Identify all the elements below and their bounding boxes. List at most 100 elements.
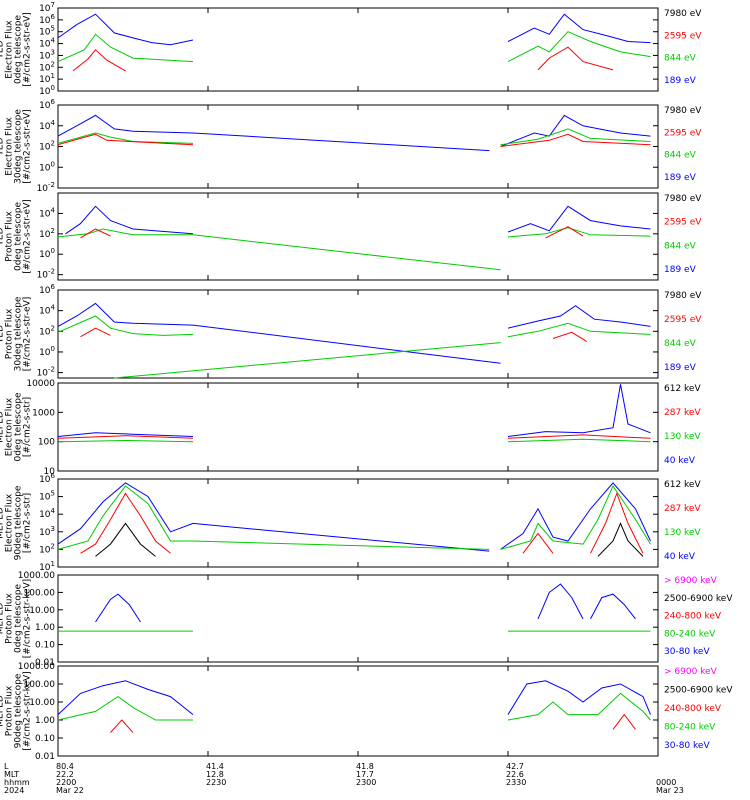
x-tick-label: 80.4 bbox=[56, 762, 74, 771]
y-axis-label-line: Electron Flux bbox=[5, 117, 15, 176]
legend-entry: 7980 eV bbox=[664, 194, 702, 204]
y-tick-label: 102 bbox=[39, 60, 55, 73]
series-line bbox=[57, 435, 194, 439]
y-tick-label: 100.00 bbox=[24, 680, 56, 690]
y-tick-label: 101 bbox=[39, 560, 55, 573]
plot-frame bbox=[57, 574, 659, 663]
series-line bbox=[57, 33, 194, 63]
x-row-label: 2024 bbox=[4, 786, 24, 795]
series-line bbox=[110, 719, 134, 733]
x-row-label: MLT bbox=[4, 770, 19, 779]
y-tick-label: 0.10 bbox=[35, 734, 55, 744]
y-axis-label-line: TED bbox=[0, 325, 6, 344]
y-tick-label: 100.00 bbox=[24, 588, 56, 598]
legend-entry: 240-800 keV bbox=[664, 704, 722, 714]
legend-entry: 240-800 keV bbox=[664, 612, 722, 622]
y-axis-label-line: [#/cm2-s-str-keV] bbox=[23, 579, 33, 658]
series-line bbox=[507, 692, 651, 721]
legend-entry: 189 eV bbox=[664, 265, 697, 275]
y-axis-label-line: Electron Flux bbox=[5, 20, 15, 79]
y-tick-label: 103 bbox=[39, 48, 55, 61]
legend-entry: 80-240 keV bbox=[664, 723, 716, 733]
y-tick-label: 106 bbox=[39, 98, 55, 111]
y-axis-label-line: Proton Flux bbox=[5, 685, 15, 736]
x-tick-label: 42.7 bbox=[506, 762, 524, 771]
plot-frame bbox=[57, 7, 659, 92]
legend-entry: 2595 eV bbox=[664, 128, 702, 138]
series-line bbox=[507, 434, 651, 439]
series-line bbox=[500, 133, 651, 147]
y-tick-label: 107 bbox=[39, 1, 55, 14]
series-line bbox=[57, 132, 194, 144]
x-tick-label: 22.6 bbox=[506, 770, 524, 779]
y-axis-label-line: [#/cm2-s-str] bbox=[23, 493, 33, 553]
y-axis-label: TED Proton Flux 0deg telescope [#/cm2-s-str… bbox=[0, 199, 33, 274]
series-line bbox=[522, 532, 554, 554]
x-tick-label: 12.8 bbox=[206, 770, 224, 779]
series-line bbox=[114, 342, 501, 379]
y-axis-label-line: 30deg telescope bbox=[14, 296, 24, 371]
y-tick-label: 103 bbox=[39, 525, 55, 538]
legend-entry: 287 keV bbox=[664, 504, 701, 514]
series-line bbox=[500, 484, 651, 550]
y-tick-label: 1000.00 bbox=[18, 571, 55, 581]
plot-frame bbox=[57, 478, 659, 568]
y-tick-label: 100 bbox=[39, 84, 55, 97]
y-tick-label: 104 bbox=[39, 119, 55, 132]
x-tick-label: 2200 bbox=[56, 778, 76, 787]
legend-entry: 30-80 keV bbox=[664, 741, 710, 751]
legend-entry: 2500-6900 keV bbox=[664, 594, 733, 604]
x-tick-label: 41.4 bbox=[206, 762, 224, 771]
series-line bbox=[552, 331, 588, 343]
y-axis-label-line: Proton Flux bbox=[5, 593, 15, 644]
series-line bbox=[72, 49, 126, 72]
y-axis-label: MEPED Proton Flux 0deg telescope [#/cm2-s-s… bbox=[0, 579, 33, 658]
y-tick-label: 106 bbox=[39, 283, 55, 296]
legend-entry: 844 eV bbox=[664, 151, 697, 161]
y-axis-label-line: 0deg telescope bbox=[14, 392, 24, 462]
series-line bbox=[590, 593, 636, 620]
legend-entry: 612 keV bbox=[664, 384, 701, 394]
series-line bbox=[57, 485, 490, 550]
series-line bbox=[590, 492, 644, 554]
y-axis-label-line: 0deg telescope bbox=[14, 15, 24, 85]
x-tick-label: Mar 22 bbox=[56, 786, 84, 795]
y-axis-label: TED Proton Flux 30deg telescope [#/cm2-s-st… bbox=[0, 296, 33, 371]
series-line bbox=[57, 680, 194, 715]
y-axis-label-line: Proton Flux bbox=[5, 211, 15, 262]
series-line bbox=[57, 432, 194, 437]
y-tick-label: 0.01 bbox=[35, 658, 55, 668]
panel-2: 106 104 102 100 10-2 TED Electron Flux 30deg te… bbox=[0, 98, 702, 194]
y-tick-label: 0.01 bbox=[35, 752, 55, 762]
series-line bbox=[57, 302, 501, 364]
y-axis-label-line: Electron Flux bbox=[5, 397, 15, 456]
y-axis-label-line: 90deg telescope bbox=[14, 673, 24, 748]
y-tick-label: 1000 bbox=[32, 408, 55, 418]
y-tick-label: 104 bbox=[39, 304, 55, 317]
y-tick-label: 105 bbox=[39, 490, 55, 503]
panel-6: 106 105 104 103 102 101 MEPED Electron Flux 90de… bbox=[0, 472, 701, 573]
y-axis-label-line: MEPED bbox=[0, 603, 6, 635]
y-tick-label: 106 bbox=[39, 13, 55, 26]
y-tick-label: 1000.00 bbox=[18, 662, 55, 672]
legend-entry: 189 eV bbox=[664, 173, 697, 183]
series-line bbox=[597, 522, 644, 557]
y-axis-label: MEPED Proton Flux 90deg telescope [#/cm2-s-… bbox=[0, 671, 33, 750]
y-tick-label: 104 bbox=[39, 37, 55, 50]
y-axis-label-line: MEPED bbox=[0, 411, 6, 443]
y-axis-label-line: [#/cm2-s-str-keV] bbox=[23, 671, 33, 750]
y-tick-label: 10.00 bbox=[29, 606, 55, 616]
series-line bbox=[95, 593, 141, 623]
y-axis-label: TED Electron Flux 0deg telescope [#/cm2-s-s… bbox=[0, 12, 33, 87]
legend-entry: 130 keV bbox=[664, 432, 701, 442]
y-tick-label: 100 bbox=[39, 247, 55, 260]
series-line bbox=[80, 228, 111, 239]
legend-entry: 7980 eV bbox=[664, 291, 702, 301]
legend-entry: 844 eV bbox=[664, 241, 697, 251]
series-line bbox=[57, 13, 194, 46]
y-axis-label-line: MEPED bbox=[0, 507, 6, 539]
